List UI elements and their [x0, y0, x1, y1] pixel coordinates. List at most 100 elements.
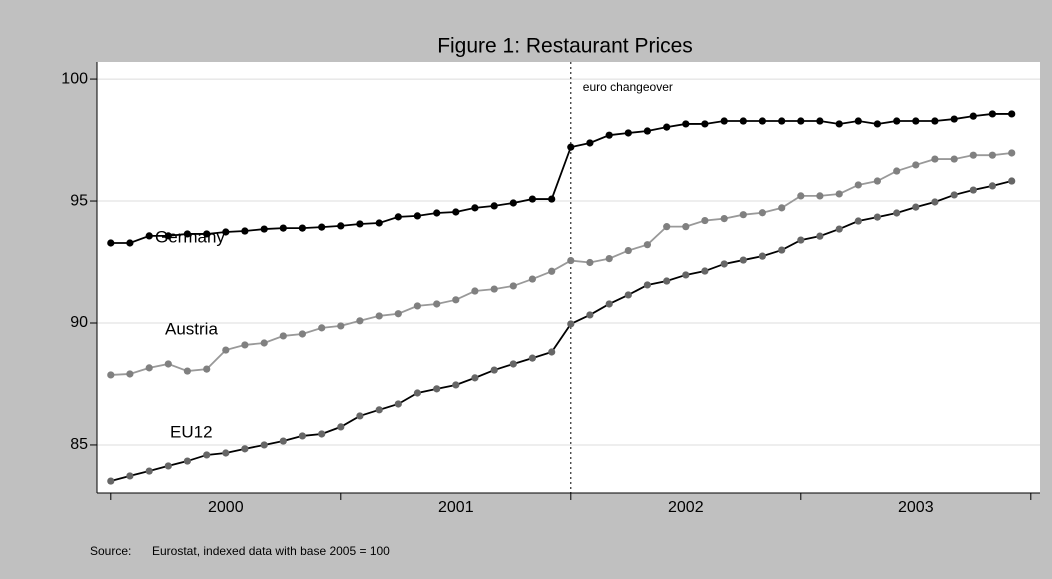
- x-tick-label: 2000: [208, 499, 244, 516]
- data-point: [624, 291, 632, 299]
- x-tick-label: 2001: [438, 499, 474, 516]
- data-point: [260, 339, 268, 347]
- data-point: [107, 477, 115, 485]
- data-point: [318, 223, 326, 231]
- data-point: [1008, 149, 1016, 157]
- data-point: [931, 117, 939, 125]
- data-point: [337, 222, 345, 230]
- data-point: [107, 371, 115, 379]
- data-point: [950, 115, 958, 123]
- data-point: [873, 120, 881, 128]
- data-point: [835, 190, 843, 198]
- data-point: [969, 186, 977, 194]
- data-point: [394, 400, 402, 408]
- data-point: [471, 204, 479, 212]
- data-point: [413, 302, 421, 310]
- data-point: [720, 214, 728, 223]
- data-point: [241, 227, 249, 235]
- data-point: [222, 449, 230, 457]
- data-point: [528, 275, 536, 283]
- data-point: [183, 367, 191, 375]
- data-point: [893, 209, 901, 217]
- data-point: [318, 430, 326, 438]
- data-point: [452, 381, 460, 389]
- data-point: [701, 216, 709, 225]
- data-point: [375, 219, 383, 227]
- data-point: [988, 110, 996, 118]
- data-point: [605, 131, 613, 139]
- data-point: [758, 252, 766, 260]
- data-point: [854, 217, 862, 225]
- event-label: euro changeover: [583, 80, 673, 94]
- data-point: [241, 445, 249, 453]
- series-label: Austria: [165, 319, 218, 338]
- data-point: [663, 223, 671, 231]
- source-label: Source:: [90, 544, 131, 558]
- data-point: [854, 181, 862, 189]
- data-point: [778, 246, 786, 254]
- data-point: [816, 192, 824, 200]
- data-point: [835, 120, 843, 128]
- data-point: [298, 330, 306, 338]
- plot-area: [97, 62, 1040, 493]
- data-point: [873, 177, 881, 185]
- data-point: [337, 322, 345, 330]
- data-point: [624, 129, 632, 137]
- data-point: [567, 320, 575, 328]
- source-text: Eurostat, indexed data with base 2005 = …: [152, 544, 390, 558]
- data-point: [701, 267, 709, 275]
- data-point: [548, 195, 556, 203]
- data-point: [203, 451, 211, 459]
- data-point: [471, 374, 479, 382]
- data-point: [931, 198, 939, 206]
- chart-title: Figure 1: Restaurant Prices: [437, 35, 693, 58]
- data-point: [643, 241, 651, 249]
- data-point: [912, 117, 920, 125]
- data-point: [548, 348, 556, 356]
- data-point: [145, 232, 153, 240]
- data-point: [413, 389, 421, 397]
- data-point: [739, 256, 747, 264]
- data-point: [452, 296, 460, 304]
- data-point: [778, 204, 786, 212]
- data-point: [835, 225, 843, 233]
- data-point: [279, 437, 287, 445]
- data-point: [548, 267, 556, 275]
- data-point: [356, 412, 364, 420]
- data-point: [509, 282, 517, 290]
- data-point: [720, 117, 728, 125]
- data-point: [682, 271, 690, 279]
- y-tick-label: 100: [61, 70, 88, 87]
- data-point: [356, 317, 364, 325]
- data-point: [164, 232, 172, 240]
- data-point: [739, 211, 747, 219]
- data-point: [893, 117, 901, 125]
- series-label: EU12: [170, 422, 213, 441]
- data-point: [490, 285, 498, 293]
- data-point: [758, 117, 766, 125]
- data-point: [643, 281, 651, 289]
- x-tick-label: 2003: [898, 499, 934, 516]
- data-point: [797, 236, 805, 244]
- data-point: [586, 258, 594, 267]
- y-tick-label: 85: [70, 436, 88, 453]
- data-point: [509, 199, 517, 207]
- data-point: [203, 230, 211, 238]
- y-tick-label: 95: [70, 192, 88, 209]
- data-point: [567, 256, 575, 265]
- data-point: [183, 457, 191, 465]
- data-point: [126, 370, 134, 378]
- data-point: [797, 192, 805, 200]
- data-point: [720, 260, 728, 268]
- data-point: [950, 191, 958, 199]
- data-point: [682, 223, 690, 231]
- data-point: [605, 254, 613, 263]
- series-label: Germany: [155, 227, 225, 246]
- data-point: [893, 167, 901, 175]
- data-point: [356, 220, 364, 228]
- data-point: [586, 139, 594, 147]
- data-point: [337, 423, 345, 431]
- data-point: [145, 364, 153, 372]
- data-point: [433, 385, 441, 393]
